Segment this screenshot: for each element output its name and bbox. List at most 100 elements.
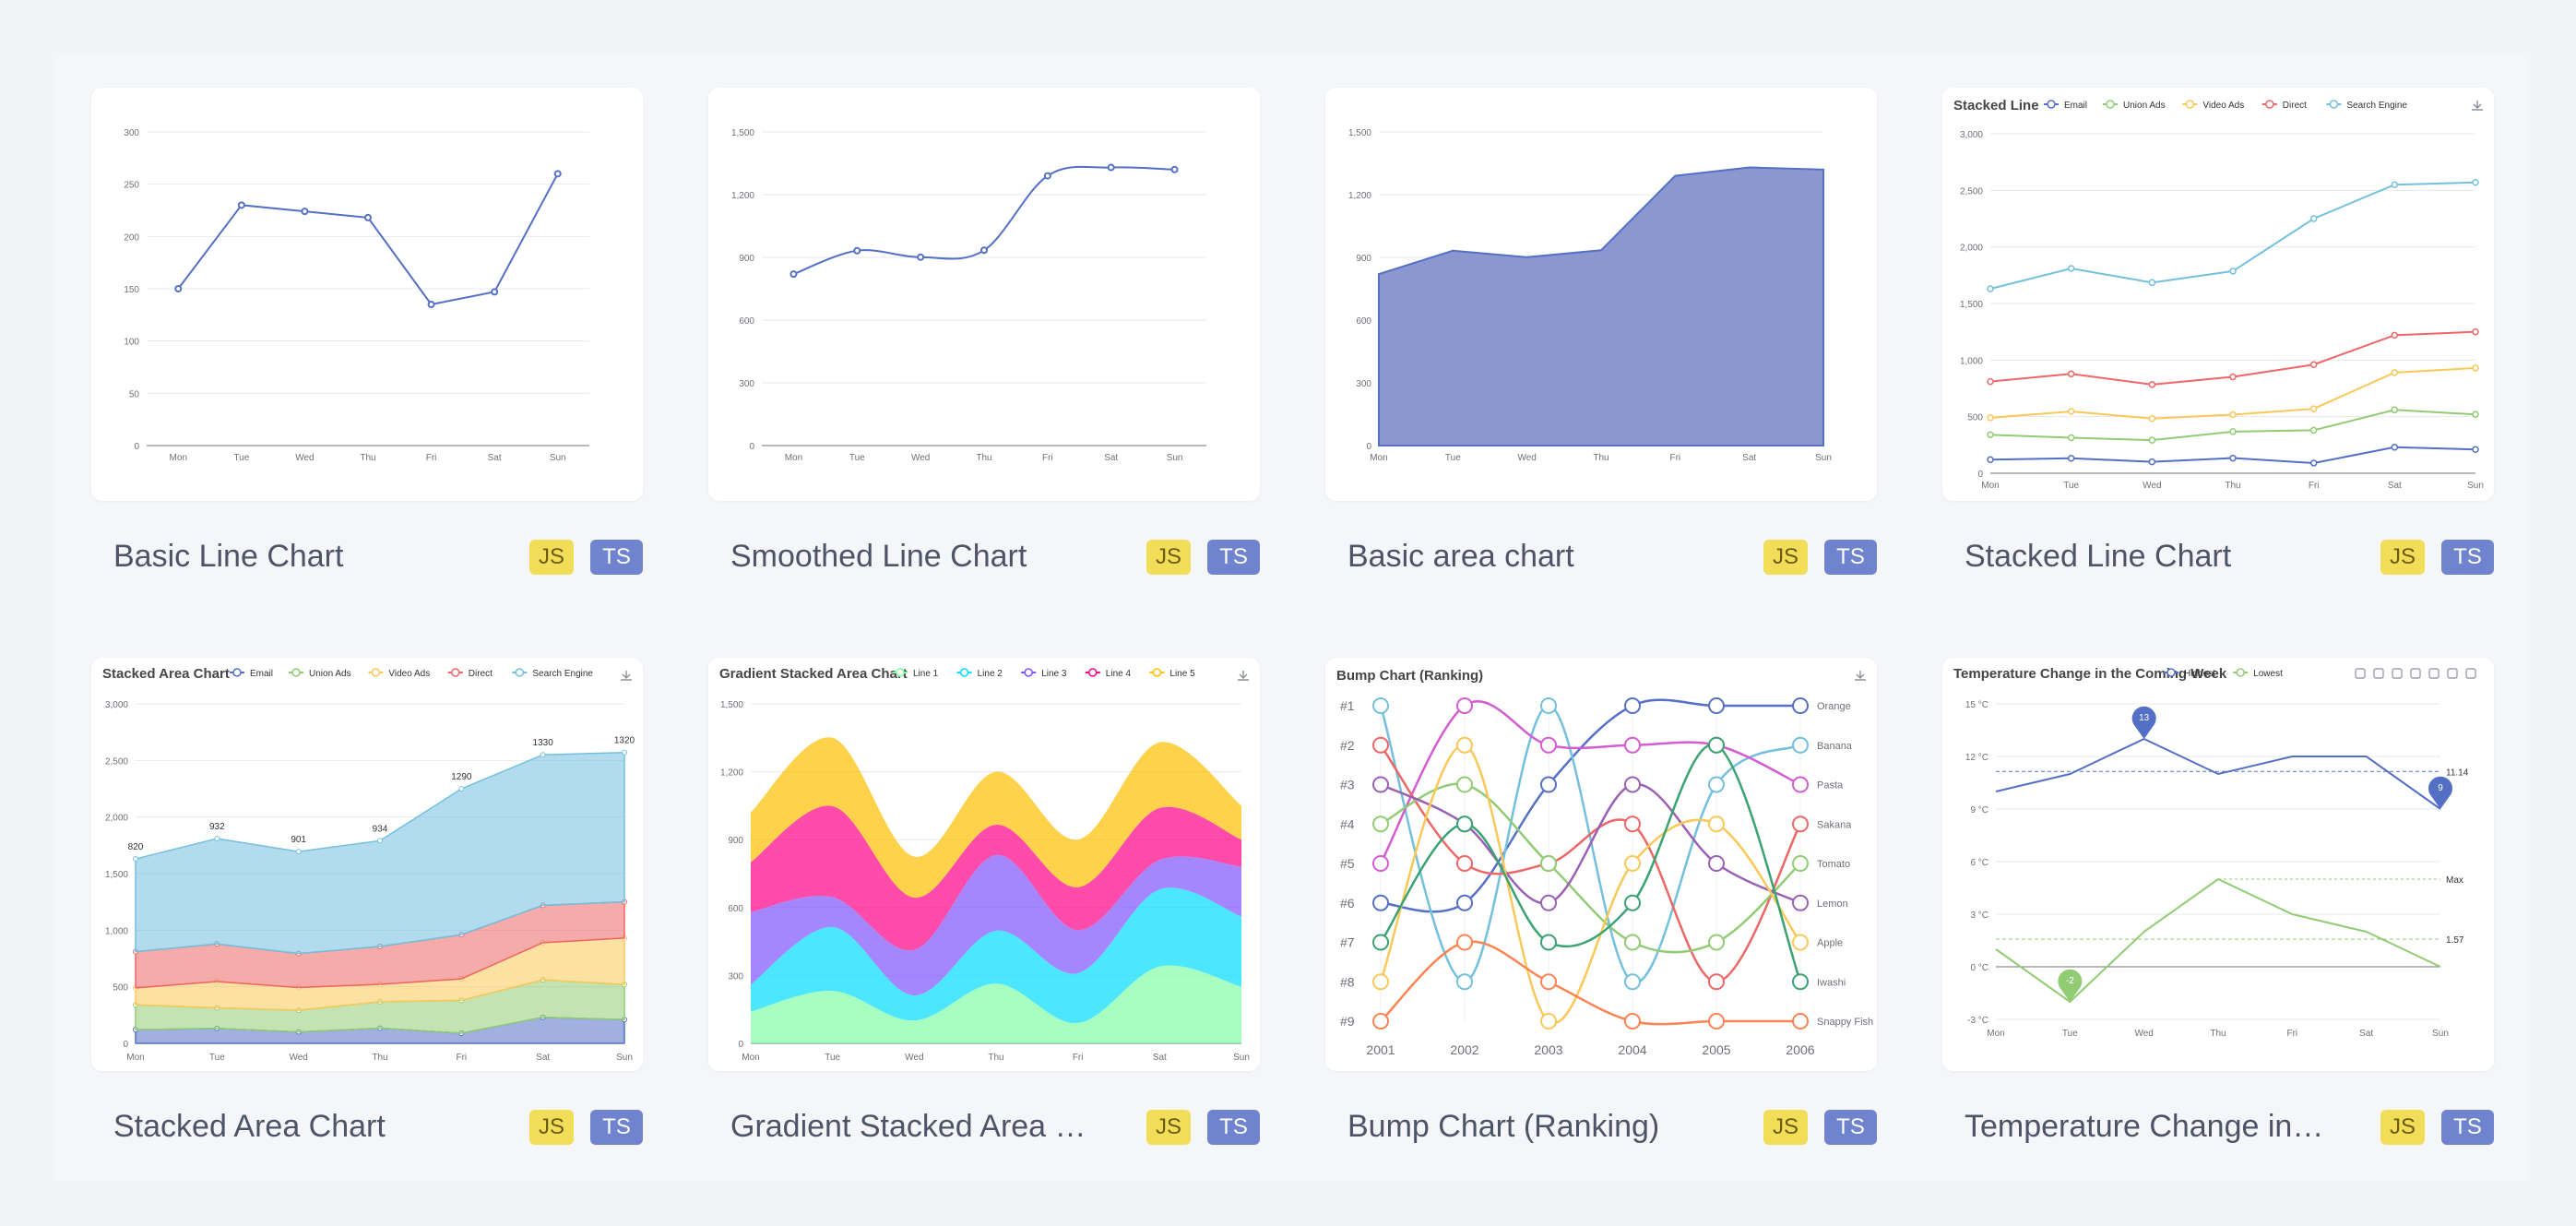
legend-label: Email xyxy=(250,669,273,679)
rank-label: #2 xyxy=(1340,738,1355,753)
ts-badge-button[interactable]: TS xyxy=(590,1110,643,1145)
x-tick-label: Sun xyxy=(550,453,566,463)
x-tick-label: Sat xyxy=(1742,453,1756,463)
js-badge-button[interactable]: JS xyxy=(2380,540,2425,575)
data-point xyxy=(2229,268,2237,275)
x-tick-label: Sat xyxy=(488,453,502,463)
chart-preview[interactable]: 0 50 100 150 200 250 300 Mon Tue Wed Thu Fri Sat Sun xyxy=(91,88,643,501)
card-title[interactable]: Stacked Line Chart xyxy=(1965,539,2232,574)
x-tick-label: 2002 xyxy=(1450,1042,1478,1057)
data-point xyxy=(2229,373,2237,381)
x-tick-label: Thu xyxy=(976,453,991,463)
x-tick-label: Thu xyxy=(988,1053,1003,1063)
chart-card-temperature-change[interactable]: -3 °C 0 °C 3 °C 6 °C 9 °C 12 °C 15 °C Mon Tue Wed… xyxy=(1942,658,2494,1154)
y-tick-label: 500 xyxy=(113,983,128,994)
data-point xyxy=(1043,172,1051,180)
x-tick-label: Wed xyxy=(911,453,930,463)
y-tick-label: 600 xyxy=(728,904,743,914)
legend-label: Line 2 xyxy=(978,669,1003,679)
chart-preview[interactable]: -3 °C 0 °C 3 °C 6 °C 9 °C 12 °C 15 °C Mon Tue Wed… xyxy=(1942,658,2494,1071)
download-icon xyxy=(621,671,632,681)
zoom-icon xyxy=(2373,668,2384,679)
js-badge-button[interactable]: JS xyxy=(529,540,574,575)
data-point xyxy=(2067,370,2075,378)
js-badge-button[interactable]: JS xyxy=(529,1110,574,1145)
x-tick-label: Tue xyxy=(849,453,865,463)
card-title[interactable]: Temperature Change in t... xyxy=(1965,1109,2329,1144)
data-point xyxy=(2067,455,2075,462)
x-tick-label: 2003 xyxy=(1534,1042,1562,1057)
rank-label: #3 xyxy=(1340,778,1355,792)
ts-badge-button[interactable]: TS xyxy=(1207,540,1260,575)
y-tick-label: 1,200 xyxy=(720,768,743,779)
y-tick-label: 0 xyxy=(123,1040,128,1050)
js-badge-button[interactable]: JS xyxy=(1763,1110,1808,1145)
js-badge-button[interactable]: JS xyxy=(1146,1110,1191,1145)
y-tick-label: 1,500 xyxy=(731,128,754,138)
data-point xyxy=(1792,1013,1809,1030)
legend-label: Lowest xyxy=(2253,669,2283,679)
chart-card-smoothed-line[interactable]: 0 300 600 900 1,200 1,500 Mon Tue Wed Thu Fri Sat Su… xyxy=(708,88,1260,584)
js-badge-button[interactable]: JS xyxy=(1146,540,1191,575)
legend-marker xyxy=(371,668,381,677)
chart-card-bump-chart[interactable]: Bump Chart (Ranking) #1 #2 #3 #4 #5 #6 #7 #8 #9 20… xyxy=(1325,658,1877,1154)
y-tick-label: 1,000 xyxy=(105,926,128,936)
card-title[interactable]: Gradient Stacked Area C... xyxy=(730,1109,1095,1144)
card-title[interactable]: Basic area chart xyxy=(1347,539,1574,574)
data-point xyxy=(1372,894,1389,911)
y-tick-label: 900 xyxy=(728,836,743,846)
series-end-label: Iwashi xyxy=(1817,977,1846,988)
ts-badge-button[interactable]: TS xyxy=(2441,540,2494,575)
data-point xyxy=(1372,697,1389,714)
data-point xyxy=(1624,776,1641,793)
data-point xyxy=(2309,361,2318,368)
data-point xyxy=(1456,697,1473,714)
chart-title: Temperature Change in the Coming Week xyxy=(1953,666,2227,682)
y-tick-label: 500 xyxy=(1967,413,1983,423)
x-tick-label: 2006 xyxy=(1786,1042,1814,1057)
series-area xyxy=(1378,166,1824,446)
card-title[interactable]: Smoothed Line Chart xyxy=(730,539,1027,574)
data-point xyxy=(1456,815,1473,833)
chart-card-basic-area[interactable]: 0 300 600 900 1,200 1,500 Mon Tue Wed Thu Fri Sat Su… xyxy=(1325,88,1877,584)
chart-preview[interactable]: 0 500 1,000 1,500 2,000 2,500 3,000 Mon Tue Wed Th… xyxy=(91,658,643,1071)
mark-point-pin xyxy=(2428,776,2452,809)
card-title[interactable]: Stacked Area Chart xyxy=(113,1109,386,1144)
chart-title: Stacked Line xyxy=(1953,98,2039,113)
ts-badge-button[interactable]: TS xyxy=(1207,1110,1260,1145)
card-title[interactable]: Basic Line Chart xyxy=(113,539,344,574)
js-badge-button[interactable]: JS xyxy=(2380,1110,2425,1145)
chart-preview[interactable]: Stacked Line Email Union Ads Video Ads Direc… xyxy=(1942,88,2494,501)
series-area xyxy=(751,965,1241,1043)
legend-label: Line 1 xyxy=(913,669,939,679)
chart-card-gradient-stacked-area[interactable]: 0 300 600 900 1,200 1,500 Mon Tue Wed Thu Fri Sat Su… xyxy=(708,658,1260,1154)
line-icon xyxy=(2410,668,2421,679)
legend-label: Highest xyxy=(2184,669,2215,679)
data-point xyxy=(2391,444,2399,451)
chart-preview[interactable]: 0 300 600 900 1,200 1,500 Mon Tue Wed Thu Fri Sat Su… xyxy=(1325,88,1877,501)
x-tick-label: Fri xyxy=(456,1053,467,1063)
data-point xyxy=(1708,697,1725,714)
data-point xyxy=(1708,776,1725,793)
download-icon xyxy=(2465,668,2476,679)
card-title[interactable]: Bump Chart (Ranking) xyxy=(1347,1109,1660,1144)
js-badge-button[interactable]: JS xyxy=(1763,540,1808,575)
chart-card-stacked-line[interactable]: Stacked Line Email Union Ads Video Ads Direc… xyxy=(1942,88,2494,584)
chart-card-basic-line[interactable]: 0 50 100 150 200 250 300 Mon Tue Wed Thu Fri Sat Sun … xyxy=(91,88,643,584)
chart-preview[interactable]: Bump Chart (Ranking) #1 #2 #3 #4 #5 #6 #7 #8 #9 20… xyxy=(1325,658,1877,1071)
ts-badge-button[interactable]: TS xyxy=(2441,1110,2494,1145)
ts-badge-button[interactable]: TS xyxy=(590,540,643,575)
data-point xyxy=(1708,736,1725,754)
y-tick-label: 1,500 xyxy=(1348,128,1371,138)
x-tick-label: Fri xyxy=(1042,453,1053,463)
legend-marker xyxy=(1152,668,1162,677)
ts-badge-button[interactable]: TS xyxy=(1824,1110,1877,1145)
chart-card-stacked-area[interactable]: 0 500 1,000 1,500 2,000 2,500 3,000 Mon Tue Wed Th… xyxy=(91,658,643,1154)
chart-preview[interactable]: 0 300 600 900 1,200 1,500 Mon Tue Wed Thu Fri Sat Su… xyxy=(708,658,1260,1071)
y-tick-label: 1,500 xyxy=(1960,300,1983,310)
legend-label: Union Ads xyxy=(309,669,351,679)
ts-badge-button[interactable]: TS xyxy=(1824,540,1877,575)
series-area xyxy=(135,751,625,955)
series-end-label: Sakana xyxy=(1817,819,1852,830)
chart-preview[interactable]: 0 300 600 900 1,200 1,500 Mon Tue Wed Thu Fri Sat Su… xyxy=(708,88,1260,501)
